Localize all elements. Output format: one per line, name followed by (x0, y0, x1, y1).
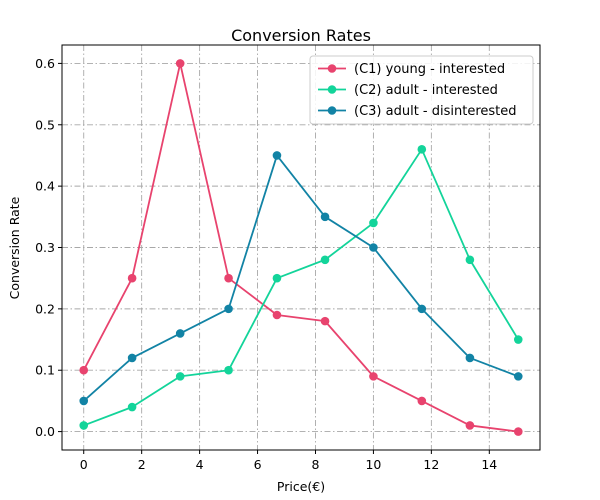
data-point (79, 365, 89, 375)
data-point (417, 145, 427, 154)
y-tick-label: 0.0 (35, 424, 55, 439)
data-point (175, 329, 185, 338)
legend-entry: (C3) adult - disinterested (318, 104, 517, 119)
data-point (272, 310, 282, 320)
data-point (369, 243, 378, 252)
series-2 (79, 145, 523, 430)
data-point (175, 59, 185, 68)
y-tick-label: 0.6 (35, 56, 55, 71)
y-tick-label: 0.1 (35, 363, 55, 378)
legend-label: (C2) adult - interested (354, 83, 498, 98)
data-point (513, 427, 523, 436)
data-point (224, 365, 233, 375)
series-line (83, 154, 519, 402)
data-point (272, 273, 282, 283)
data-point (79, 396, 89, 406)
x-tick-label: 2 (138, 457, 146, 472)
data-point (224, 304, 233, 314)
data-point (417, 396, 427, 406)
data-point (513, 372, 523, 381)
x-axis-label: Price(€) (277, 479, 325, 494)
legend-box (309, 55, 534, 125)
data-point (272, 151, 282, 160)
y-tick-label: 0.4 (35, 179, 55, 194)
data-point (224, 273, 233, 283)
y-tick-label: 0.5 (35, 117, 55, 132)
legend: (C1) young - interested (C2) adult - inte… (309, 55, 534, 125)
x-tick-label: 12 (423, 457, 439, 472)
y-tick-label: 0.2 (35, 301, 55, 316)
legend-entry: (C1) young - interested (318, 62, 505, 77)
chart-title: Conversion Rates (231, 26, 371, 45)
series-3 (79, 151, 523, 406)
x-tick-label: 10 (365, 457, 381, 472)
x-tick-label: 8 (312, 457, 320, 472)
legend-marker (327, 64, 337, 73)
series-1 (79, 59, 523, 436)
series-lines (79, 59, 523, 436)
x-tick-label: 4 (196, 457, 204, 472)
data-point (127, 273, 137, 283)
x-tick-label: 6 (254, 457, 262, 472)
data-point (369, 218, 378, 228)
data-point (320, 316, 330, 326)
data-point (79, 421, 89, 430)
data-point (369, 372, 378, 381)
legend-entry: (C2) adult - interested (318, 83, 498, 98)
legend-marker (327, 85, 337, 94)
axis-ticks: 0 2 4 6 8 10 12 14 0.0 0.1 0.2 0.3 0.4 0.5 0.6 (35, 56, 497, 472)
legend-label: (C1) young - interested (354, 62, 505, 77)
x-tick-label: 0 (80, 457, 88, 472)
data-point (320, 255, 330, 265)
data-point (127, 402, 137, 412)
x-tick-label: 14 (481, 457, 497, 472)
data-point (513, 335, 523, 344)
series-line (82, 62, 519, 433)
y-tick-label: 0.3 (35, 240, 55, 255)
data-point (320, 212, 330, 222)
legend-marker (327, 106, 337, 115)
series-line (83, 148, 520, 427)
data-point (417, 304, 427, 314)
data-point (127, 353, 137, 363)
data-point (465, 353, 475, 363)
y-axis-label: Conversion Rate (7, 196, 22, 299)
legend-label: (C3) adult - disinterested (354, 104, 517, 119)
data-point (465, 255, 475, 265)
data-point (175, 372, 185, 381)
data-point (465, 421, 475, 430)
